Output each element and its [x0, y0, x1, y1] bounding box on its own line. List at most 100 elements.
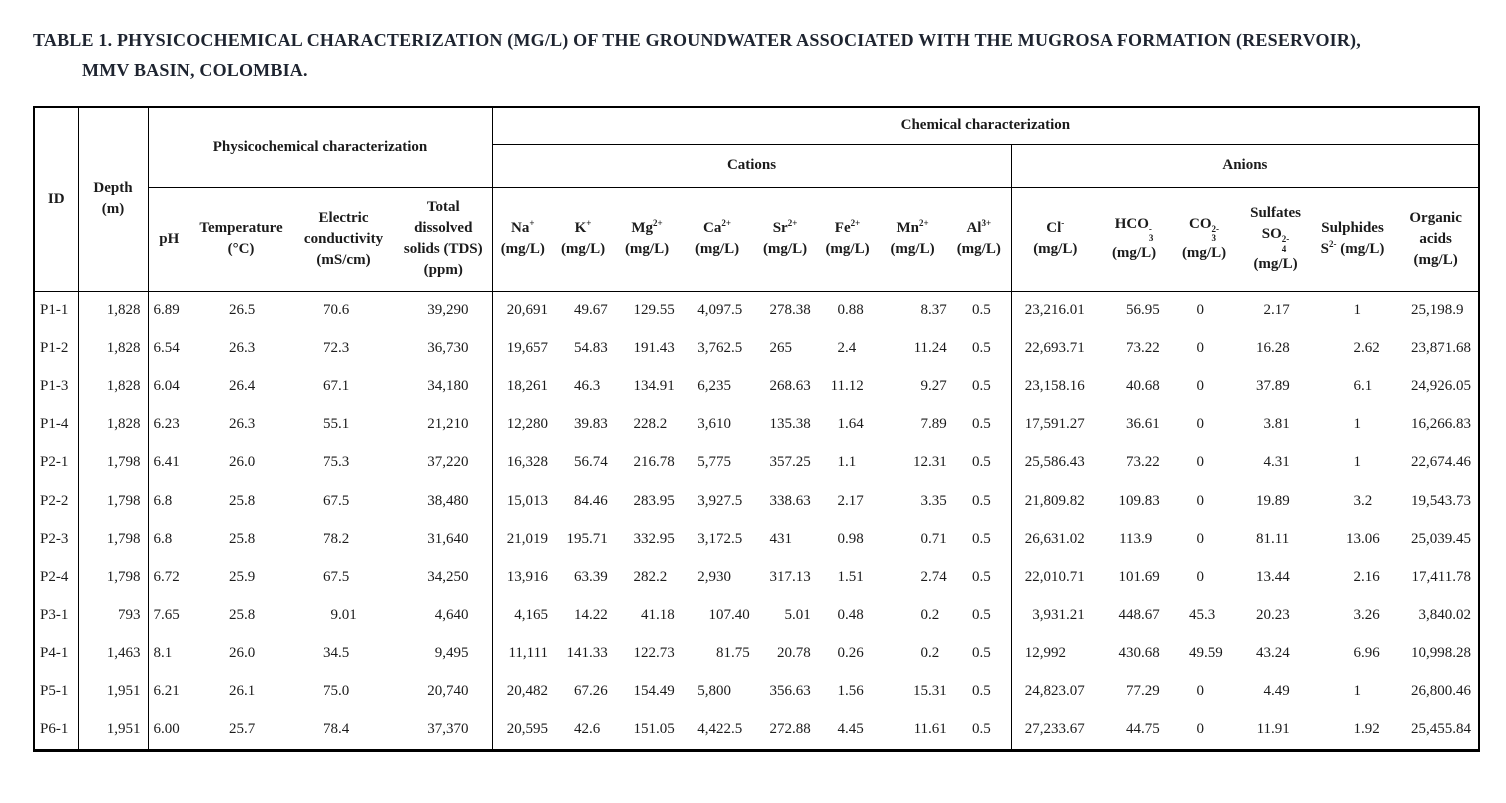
cell-mn: 2.74 [920, 568, 947, 585]
cell-na: 20,595 [491, 710, 554, 751]
cell-co3: 0 [1196, 416, 1205, 433]
cell-temp: 26.0 [229, 644, 256, 661]
table-row: P4-1 1,463 8.1 26.0 34.5 9,495 11,111 141.33 122… [34, 634, 1479, 673]
cell-depth: 1,951 [77, 710, 148, 751]
cell-temp: 25.8 [229, 530, 256, 547]
cell-s: 3.2 [1353, 492, 1373, 509]
cell-fe: 0.48 [837, 606, 864, 623]
cell-temp: 26.4 [229, 378, 256, 395]
cell-ca: 81.75 [716, 644, 750, 661]
cell-ca: 4,422.5 [697, 721, 743, 738]
cell-tds: 38,480 [427, 492, 469, 509]
cell-tds: 34,250 [427, 568, 469, 585]
cell-oa: 19,543.73 [1410, 492, 1471, 509]
header-ca: Ca2+ (mg/L) [681, 187, 754, 292]
cell-k: 195.71 [566, 530, 608, 547]
cell-s: 2.62 [1353, 340, 1380, 357]
cell-na: 12,280 [491, 405, 554, 444]
header-depth: Depth (m) [77, 107, 148, 292]
cell-fe: 0.88 [837, 302, 864, 319]
cell-temp: 25.9 [229, 568, 256, 585]
cell-mn: 0.71 [920, 530, 947, 547]
cell-na: 16,328 [491, 443, 554, 482]
cell-so4: 19.89 [1256, 492, 1290, 509]
cell-fe: 0.26 [837, 644, 864, 661]
cell-co3: 0 [1196, 682, 1205, 699]
cell-al: 0.5 [972, 492, 991, 509]
cell-co3: 0 [1196, 378, 1205, 395]
cell-sr: 356.63 [769, 682, 811, 699]
cell-sr: 338.63 [769, 492, 811, 509]
cell-ph: 6.54 [147, 329, 190, 368]
cell-temp: 26.3 [229, 416, 256, 433]
cell-so4: 20.23 [1256, 606, 1290, 623]
cell-mn: 9.27 [920, 378, 947, 395]
cell-mn: 7.89 [920, 416, 947, 433]
cell-na: 11,111 [491, 634, 554, 673]
cell-mg: 41.18 [641, 606, 675, 623]
cell-oa: 25,455.84 [1410, 721, 1471, 738]
cell-s: 1 [1353, 416, 1362, 433]
cell-oa: 25,039.45 [1410, 530, 1471, 547]
cell-temp: 25.8 [229, 492, 256, 509]
cell-al: 0.5 [972, 721, 991, 738]
cell-sr: 268.63 [769, 378, 811, 395]
cell-al: 0.5 [972, 340, 991, 357]
cell-ph: 6.00 [147, 710, 190, 751]
cell-oa: 17,411.78 [1411, 568, 1471, 585]
cell-so4: 43.24 [1256, 644, 1290, 661]
cell-temp: 26.3 [229, 340, 256, 357]
cell-mn: 11.61 [913, 721, 947, 738]
cell-hco3: 109.83 [1118, 492, 1160, 509]
cell-ph: 6.23 [147, 405, 190, 444]
cell-s: 1 [1353, 302, 1362, 319]
cell-depth: 793 [77, 596, 148, 635]
cell-fe: 1.64 [837, 416, 864, 433]
table-row: P2-3 1,798 6.8 25.8 78.2 31,640 21,019 195.71 33… [34, 520, 1479, 559]
cell-oa: 23,871.68 [1410, 340, 1471, 357]
cell-tds: 39,290 [427, 302, 469, 319]
cell-fe: 0.98 [837, 530, 864, 547]
header-cl: Cl- (mg/L) [1010, 187, 1100, 292]
cell-mg: 216.78 [633, 454, 675, 471]
cell-sr: 317.13 [769, 568, 811, 585]
cell-id: P6-1 [40, 721, 69, 738]
cell-cl: 3,931.21 [1010, 596, 1100, 635]
header-sulfates: Sulfates SO 2- 4 (mg/L) [1239, 187, 1313, 292]
cell-na: 19,657 [491, 329, 554, 368]
table-row: P1-1 1,828 6.89 26.5 70.6 39,290 20,691 49.67 12… [34, 291, 1479, 330]
cell-na: 20,482 [491, 672, 554, 711]
cell-depth: 1,798 [77, 558, 148, 597]
cell-cl: 22,693.71 [1010, 329, 1100, 368]
header-ph: pH [147, 187, 190, 292]
cell-temp: 26.5 [229, 302, 256, 319]
cell-tds: 36,730 [427, 340, 469, 357]
cell-hco3: 430.68 [1118, 644, 1160, 661]
cell-hco3: 36.61 [1126, 416, 1160, 433]
header-tds: Total dissolved solids (TDS) (ppm) [395, 187, 493, 292]
cell-fe: 2.17 [837, 492, 864, 509]
header-na: Na+ (mg/L) [491, 187, 554, 292]
cell-k: 141.33 [566, 644, 608, 661]
cell-so4: 4.31 [1263, 454, 1290, 471]
cell-k: 49.67 [574, 302, 608, 319]
cell-ca: 6,235 [697, 378, 732, 395]
cell-cl: 12,992 [1010, 634, 1100, 673]
cell-so4: 13.44 [1256, 568, 1290, 585]
cell-mg: 282.2 [633, 568, 668, 585]
cell-al: 0.5 [972, 644, 991, 661]
header-co3: CO 2- 3 (mg/L) [1169, 187, 1240, 292]
cell-depth: 1,798 [77, 443, 148, 482]
table-row: P5-1 1,951 6.21 26.1 75.0 20,740 20,482 67.26 15… [34, 672, 1479, 711]
cell-ph: 6.21 [147, 672, 190, 711]
cell-co3: 0 [1196, 492, 1205, 509]
cell-al: 0.5 [972, 454, 991, 471]
cell-hco3: 73.22 [1126, 340, 1160, 357]
cell-tds: 37,370 [427, 721, 469, 738]
cell-tds: 9,495 [434, 644, 469, 661]
table-caption-line2: MMV BASIN, COLOMBIA. [82, 60, 308, 80]
cell-hco3: 77.29 [1126, 682, 1160, 699]
cell-so4: 4.49 [1263, 682, 1290, 699]
cell-ph: 7.65 [147, 596, 190, 635]
cell-mg: 122.73 [633, 644, 675, 661]
